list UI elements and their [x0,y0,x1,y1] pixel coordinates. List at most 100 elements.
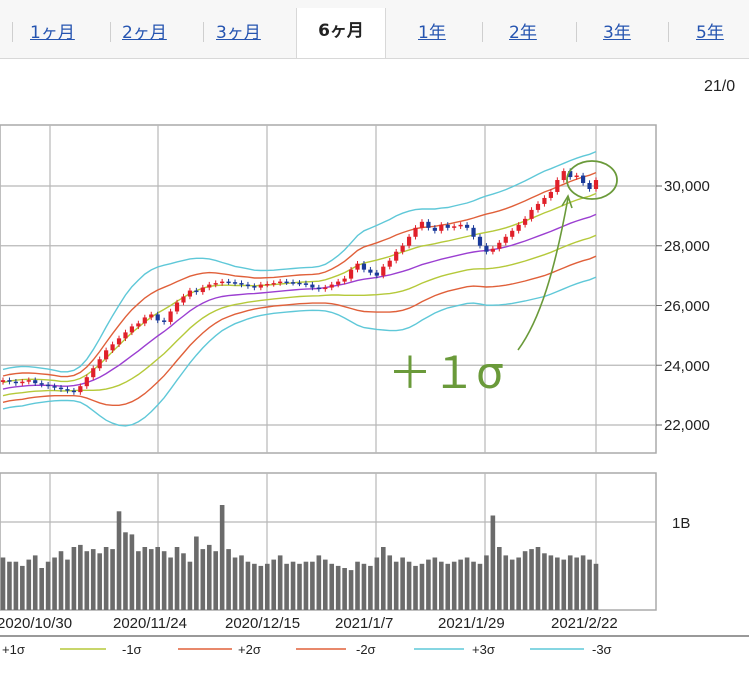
candlesticks [0,168,599,395]
candle-body [33,380,38,384]
volume-bar [445,563,451,610]
candle-body [342,278,347,282]
candle-body [452,226,457,228]
volume-bar [393,561,399,610]
tab-5-years[interactable]: 5年 [696,23,724,43]
volume-bar [490,515,496,610]
candle-body [413,227,418,237]
volume-bar [303,561,309,610]
candle-body [400,245,405,252]
candle-body [568,171,573,178]
tab-1-month[interactable]: 1ヶ月 [30,23,75,43]
volume-bar [329,563,335,610]
volume-bar [277,555,283,610]
upper-band-3sigma [2,150,597,373]
volume-bar [432,557,438,610]
price-tick-label: 22,000 [664,417,710,434]
candle-body [116,338,122,345]
volume-bar [580,555,586,610]
tab-2-months[interactable]: 2ヶ月 [122,23,167,43]
candle-body [271,283,276,285]
tab-1-year[interactable]: 1年 [418,23,446,43]
volume-bar [529,549,534,610]
candle-body [46,384,51,387]
volume-bar [264,563,270,610]
candle-body [561,171,566,181]
tab-2-years[interactable]: 2年 [509,23,537,43]
handwritten-annotation: ＋１σ [388,160,618,399]
volume-bar [342,568,347,610]
volume-bar [71,547,77,610]
candle-body [477,236,483,246]
volume-bar [142,547,148,610]
candle-body [278,281,283,284]
candle-body [104,350,109,360]
volume-bar [322,559,328,610]
candle-body [316,287,321,290]
candle-body [484,245,489,252]
candle-body [426,221,431,228]
candle-body [181,296,186,303]
candle-body [348,269,354,279]
candle-body [149,314,154,318]
volume-bar [542,553,547,610]
volume-bar [161,551,167,610]
price-tick-label: 28,000 [664,238,710,255]
candle-body [522,218,528,225]
volume-bar [258,565,264,610]
tab-3-years[interactable]: 3年 [603,23,631,43]
volume-bar [219,505,225,610]
volume-bar [355,561,360,610]
volume-bar [252,563,257,610]
volume-tick-label: 1B [672,515,690,532]
volume-bar [574,557,579,610]
candle-body [174,302,180,312]
candle-body [445,224,450,228]
price-tick-label: 26,000 [664,298,710,315]
volume-bar [516,557,521,610]
lower-band-2sigma [2,255,597,406]
volume-bar [239,555,244,610]
candle-body [497,242,502,249]
volume-bar [419,563,425,610]
volume-bar [206,544,212,610]
volume-bar [368,565,373,610]
volume-bar [439,561,444,610]
candle-body [548,191,553,198]
candle-body [503,236,508,243]
candle-body [7,380,12,382]
volume-bar [464,557,470,610]
volume-bar [226,549,231,610]
candle-body [245,284,251,287]
volume-bars [0,505,599,610]
tab-3-months[interactable]: 3ヶ月 [216,23,261,43]
legend-label: +1σ [2,642,25,657]
moving-average-line [2,213,597,390]
date-tick-label: 2021/2/22 [551,615,618,632]
candle-body [239,283,244,285]
candle-body [97,359,102,369]
volume-bar [26,559,32,610]
legend-label: +2σ [238,642,261,657]
candle-body [213,283,218,285]
tab-separator [203,22,204,42]
candle-body [155,314,160,321]
volume-bar [103,547,109,610]
tab-6-months[interactable]: 6ヶ月 [296,8,386,58]
candle-body [220,281,225,284]
candle-body [490,248,495,252]
candle-body [355,263,360,270]
price-tick-label: 24,000 [664,358,710,375]
volume-bar [90,549,96,610]
volume-bar [426,559,431,610]
volume-bar [593,563,599,610]
volume-bar [271,559,277,610]
volume-bar [503,555,509,610]
candle-body [290,282,296,284]
candle-body [84,377,89,387]
price-tick-label: 30,000 [664,178,710,195]
candle-body [542,197,547,204]
tab-separator [668,22,669,42]
volume-bar [39,568,44,610]
candle-body [529,209,534,219]
